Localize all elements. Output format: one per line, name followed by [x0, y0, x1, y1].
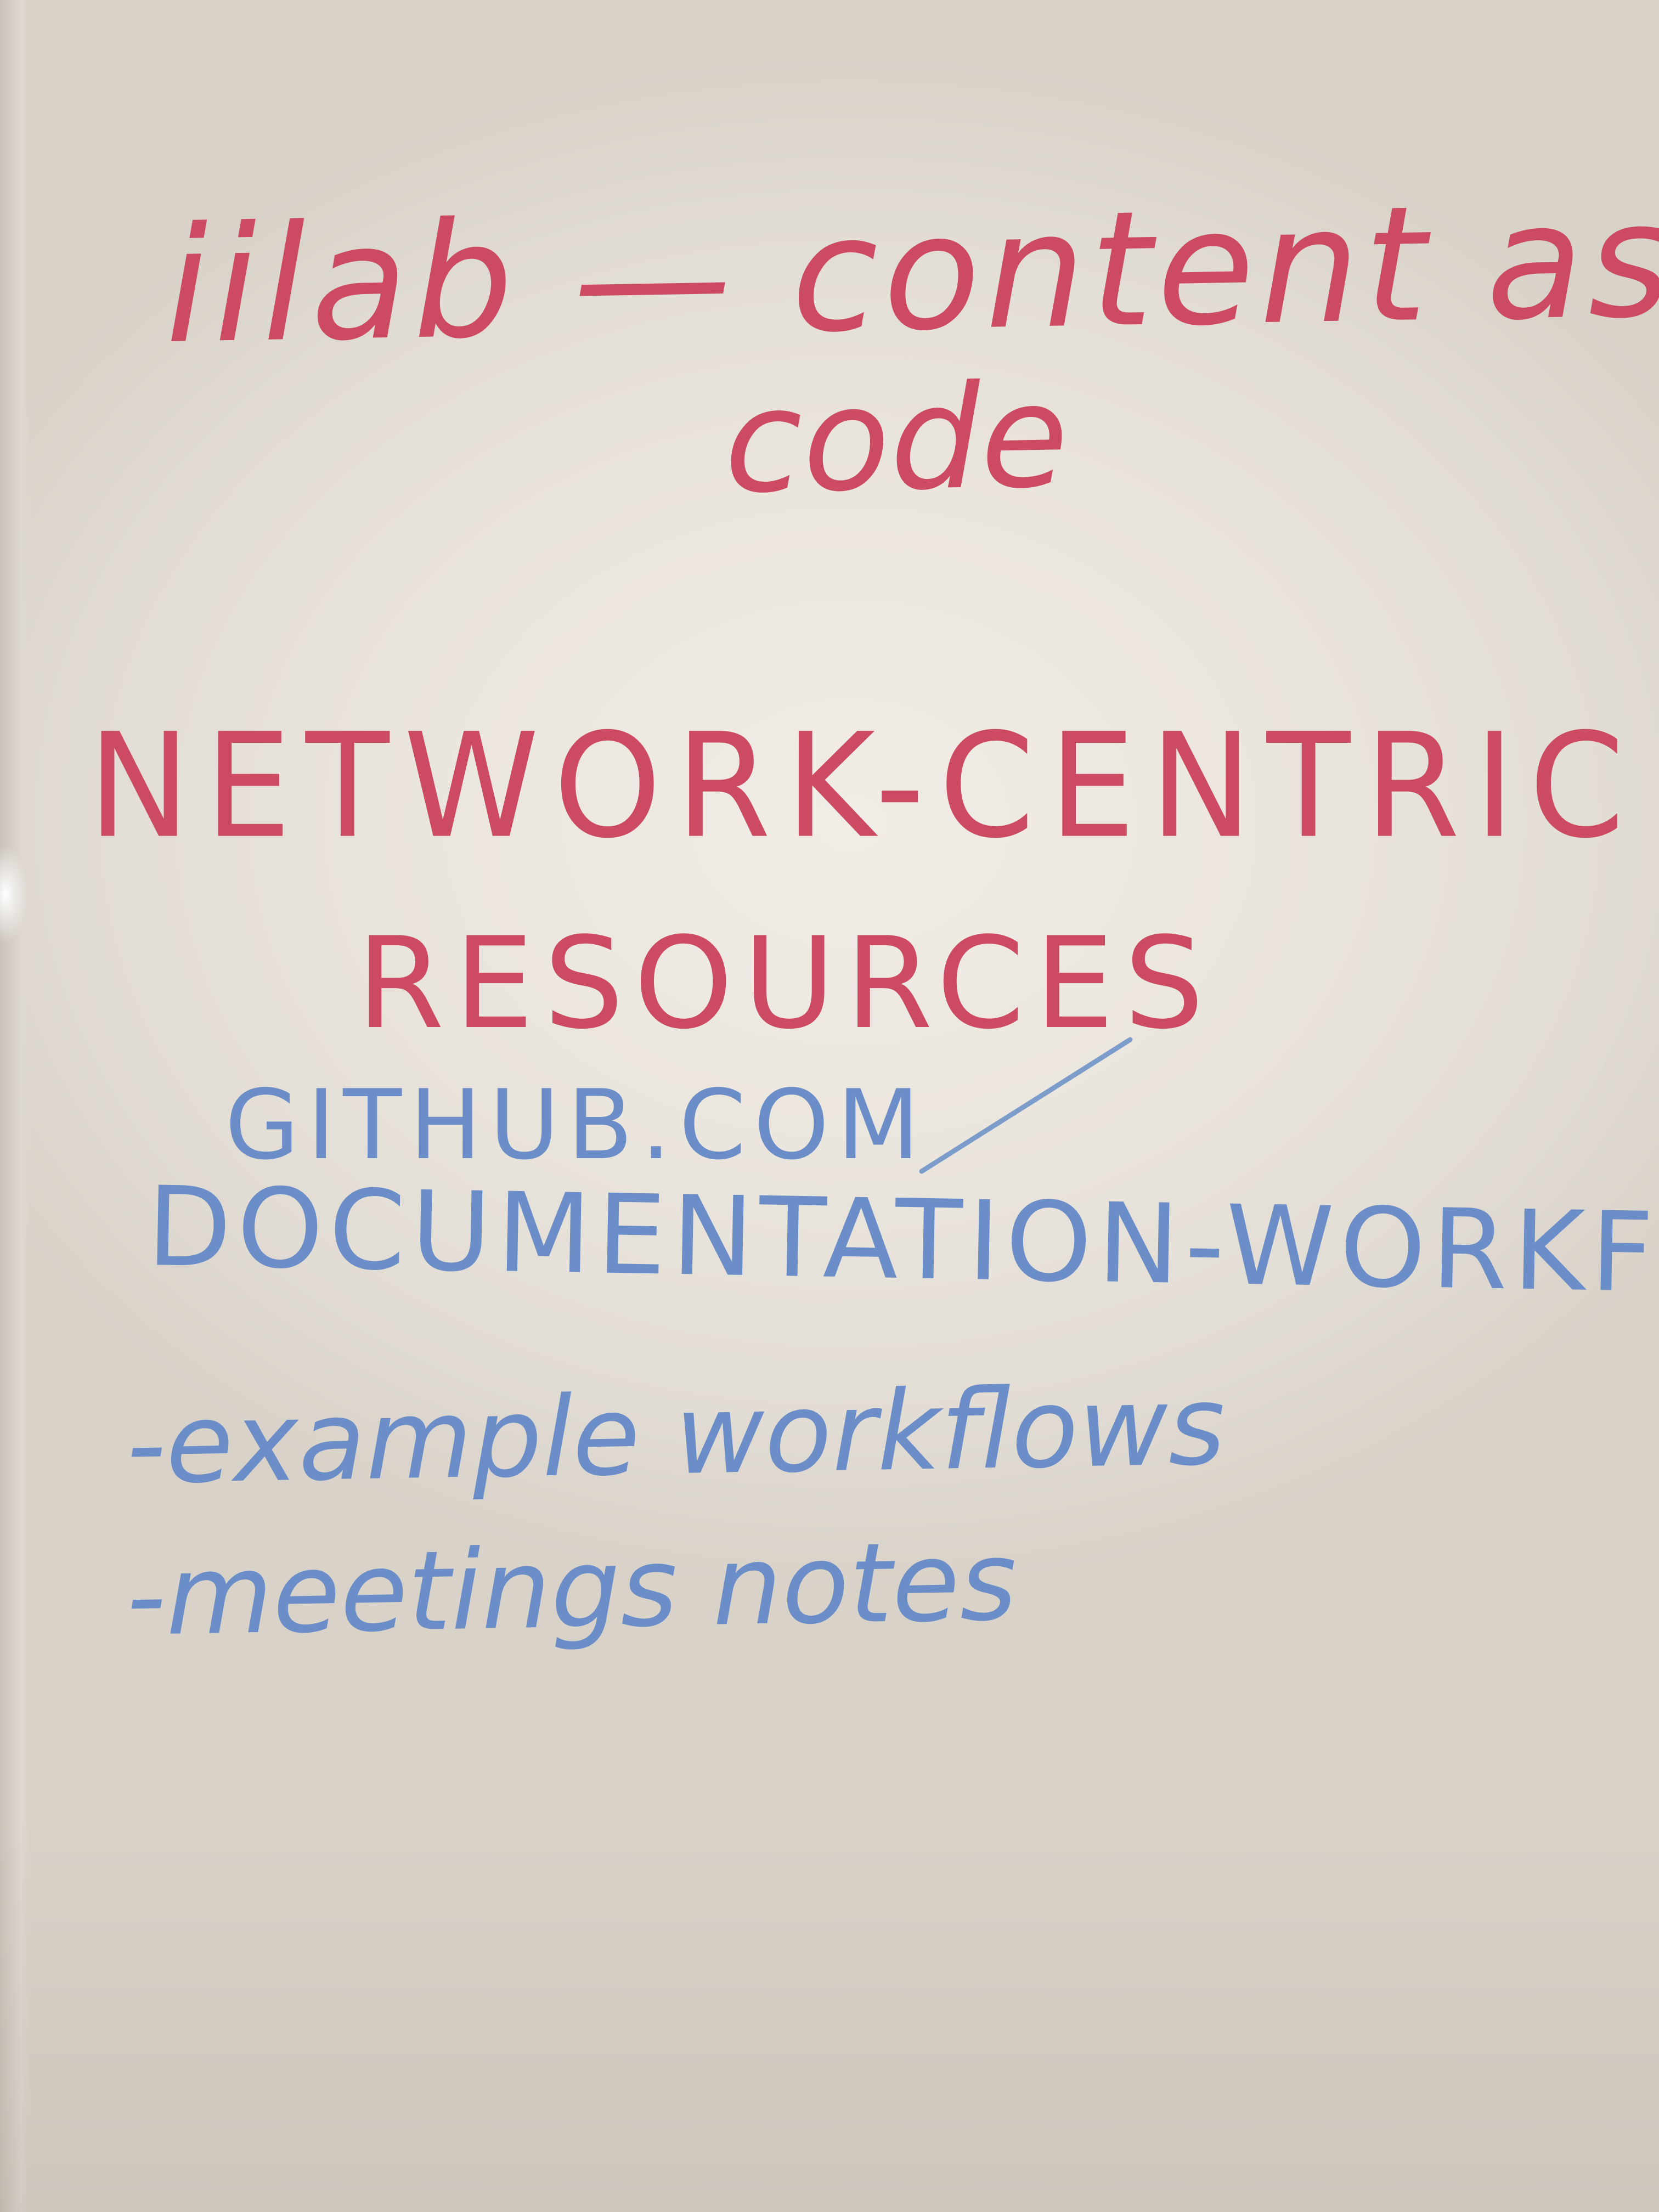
title-line-2: code — [723, 353, 1070, 526]
repo-name-text: DOCUMENTATION-WORKFLOWS — [145, 1163, 1659, 1324]
heading-line-1: NETWORK-CENTRIC — [88, 702, 1639, 870]
heading-line-2: RESOURCES — [357, 911, 1214, 1057]
paper-edge-shadow — [0, 0, 30, 2212]
github-link-text: GITHUB.COM — [225, 1070, 928, 1181]
title-line-1: iilab — content as — [163, 168, 1659, 379]
light-glare — [0, 845, 38, 944]
bullet-item: -meetings notes — [125, 1517, 1018, 1661]
bullet-item: -example workflows — [125, 1362, 1227, 1509]
bottom-shadow — [0, 1810, 1659, 2212]
